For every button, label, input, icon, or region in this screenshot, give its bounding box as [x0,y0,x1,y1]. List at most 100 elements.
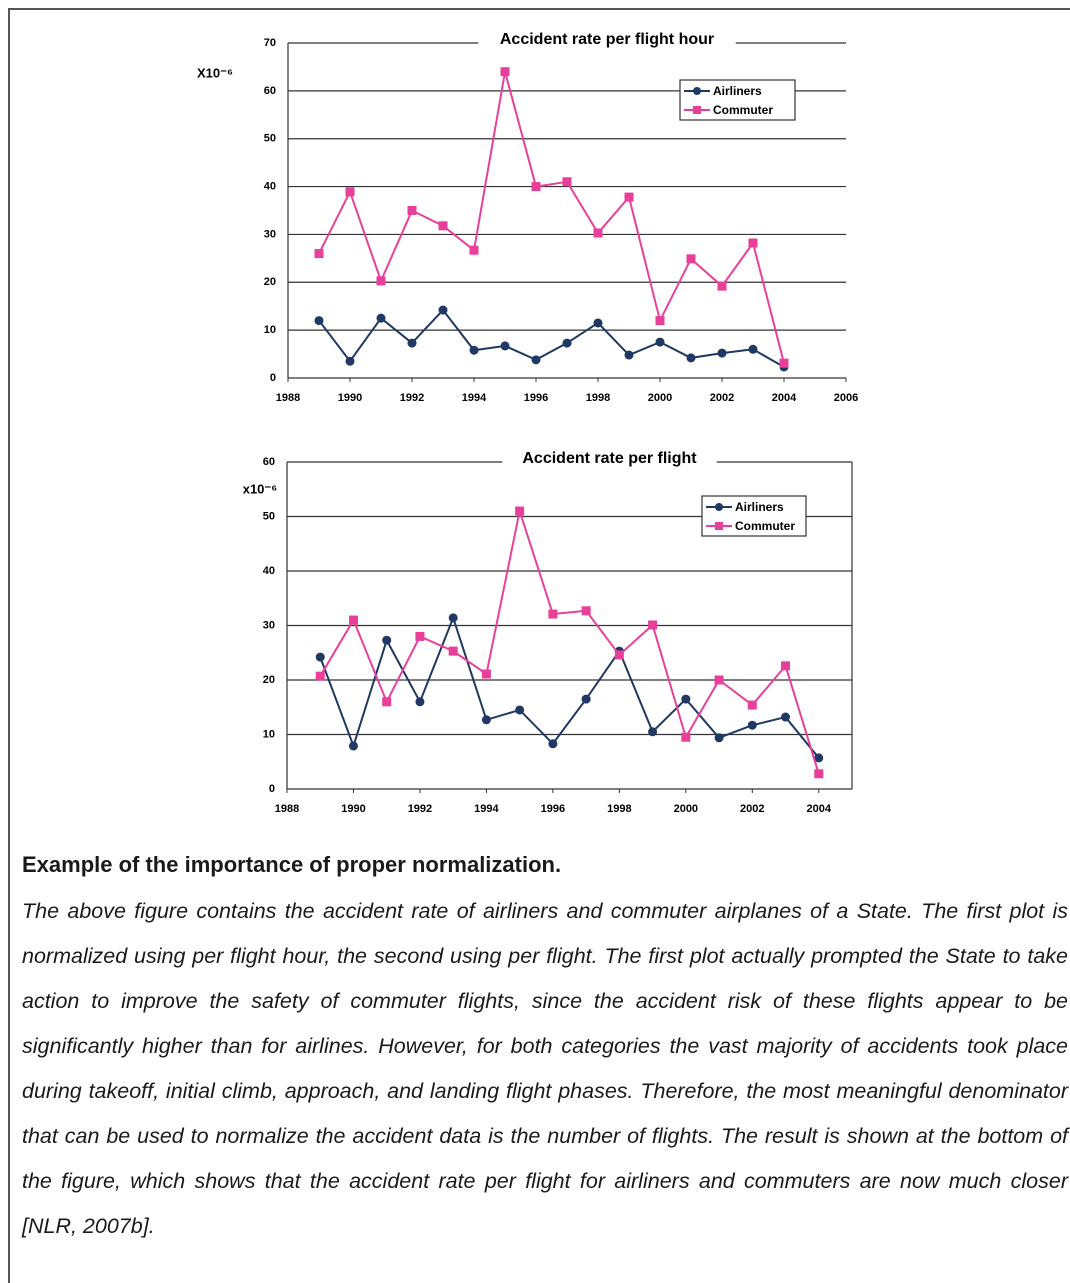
marker [407,206,417,215]
x-tick-label: 1996 [541,803,565,815]
legend-marker [693,106,701,114]
y-tick-label: 30 [264,228,276,240]
marker [581,606,591,616]
y-tick-label: 0 [269,783,275,795]
marker [714,733,724,743]
legend-marker [715,503,723,511]
title-background [478,31,736,53]
y-tick-label: 30 [263,619,275,631]
series-line [319,614,820,759]
marker [515,705,525,715]
marker [593,228,603,238]
marker [548,609,558,619]
series-line [318,71,785,364]
x-tick-label: 1994 [474,803,499,815]
legend-marker [715,522,723,530]
marker [515,506,525,516]
marker [469,245,479,255]
x-tick-label: 1988 [275,803,299,815]
chart-title: Accident rate per flight [522,450,697,467]
marker [345,356,355,366]
y-tick-label: 20 [264,276,276,288]
x-tick-label: 1996 [524,392,548,404]
y-tick-label: 0 [270,372,276,384]
x-tick-label: 1994 [462,392,487,404]
x-tick-label: 2006 [834,392,858,404]
legend-label: Airliners [735,500,784,514]
marker [345,187,355,197]
y-tick-label: 10 [264,324,276,336]
marker [448,613,458,623]
marker [717,348,727,358]
y-tick-label: 50 [263,510,275,522]
marker [747,700,757,710]
marker [500,67,510,77]
marker [415,631,425,641]
marker [624,192,634,202]
legend-marker [693,87,701,95]
marker [382,697,392,707]
marker [315,652,325,662]
x-tick-label: 2000 [674,803,698,815]
marker [415,697,425,707]
marker [581,694,591,704]
y-tick-label: 60 [264,85,276,97]
marker [448,646,458,656]
marker [614,650,624,660]
marker [814,753,824,763]
figure: 0 10 20 30 40 50 60 70 1988 1990 1992 1994 1996 1998 2… [197,31,858,815]
marker [648,727,658,737]
marker [548,739,558,749]
marker [382,635,392,645]
x-tick-label: 1990 [338,392,362,404]
marker [748,344,758,354]
y-tick-label: 40 [263,565,275,577]
y-tick-label: 20 [263,674,275,686]
chart-title: Accident rate per flight hour [500,31,714,48]
caption: Example of the importance of proper norm… [22,845,1068,1249]
marker [407,338,417,348]
marker [814,769,824,779]
x-tick-label: 2000 [648,392,672,404]
marker [779,358,789,368]
marker [314,316,324,326]
y-tick-label: 60 [263,456,275,468]
caption-text: The above figure contains the accident r… [22,899,1068,1238]
x-tick-label: 2004 [772,392,797,404]
series-line [319,507,820,775]
marker [624,350,634,360]
x-tick-label: 1990 [341,803,365,815]
marker [315,671,325,681]
unit-label: X10⁻⁶ [197,65,233,80]
legend-label: Airliners [713,84,762,98]
marker [781,661,791,671]
marker [648,620,658,630]
marker [438,221,448,231]
marker [747,720,757,730]
x-tick-label: 1998 [607,803,631,815]
marker [481,669,491,679]
marker [781,712,791,722]
x-tick-label: 1988 [276,392,300,404]
x-tick-label: 2004 [807,803,832,815]
marker [348,741,358,751]
y-tick-label: 40 [264,180,276,192]
x-tick-label: 1992 [408,803,432,815]
marker [469,345,479,355]
x-tick-label: 1998 [586,392,610,404]
marker [714,675,724,685]
title-background [502,450,717,472]
marker [681,732,691,742]
marker [562,338,572,348]
y-tick-label: 10 [263,728,275,740]
document-frame [8,8,1070,1283]
marker [593,318,603,328]
marker [531,355,541,365]
caption-heading: Example of the importance of proper norm… [22,852,562,877]
marker [686,353,696,363]
marker [717,281,727,291]
marker [348,615,358,625]
marker [681,694,691,704]
marker [314,249,324,259]
marker [376,276,386,286]
